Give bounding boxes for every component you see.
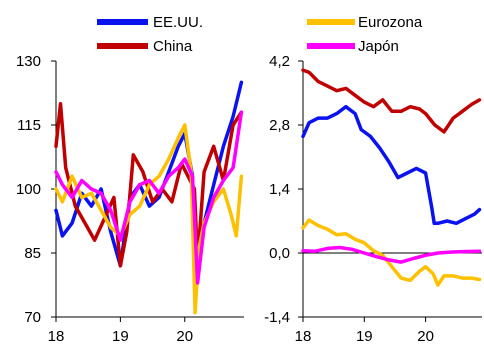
legend-item-china: China xyxy=(97,38,193,55)
left-y-tick-label: 85 xyxy=(24,245,41,262)
legend-label-china: China xyxy=(153,38,193,55)
right-y-tick-label: -1,4 xyxy=(264,309,290,326)
legend-label-ee-uu: EE.UU. xyxy=(153,14,203,31)
right-x-tick-label: 19 xyxy=(356,328,373,345)
chart-right-rates: 4,2 2,8 1,4 0,0 -1,4 18 19 20 xyxy=(264,53,482,345)
legend-item-japon: Japón xyxy=(307,38,399,55)
left-y-tick-label: 130 xyxy=(16,53,41,70)
right-x-tick-label: 18 xyxy=(295,328,312,345)
right-series-china xyxy=(301,68,482,134)
left-y-tick-label: 70 xyxy=(24,309,41,326)
right-y-tick-label: 0,0 xyxy=(269,245,290,262)
left-series-group xyxy=(54,80,244,315)
legend-label-eurozona: Eurozona xyxy=(358,14,423,31)
left-series-ee-uu xyxy=(54,80,244,294)
legend-item-eurozona: Eurozona xyxy=(307,14,423,31)
right-series-ee-uu xyxy=(301,104,482,226)
right-y-tick-label: 2,8 xyxy=(269,117,290,134)
left-x-tick-label: 19 xyxy=(112,328,129,345)
right-y-tick-label: 1,4 xyxy=(269,181,290,198)
left-series-eurozona xyxy=(54,123,244,315)
legend-item-ee-uu: EE.UU. xyxy=(97,14,203,31)
right-x-tick-label: 20 xyxy=(417,328,434,345)
right-series-eurozona xyxy=(301,218,482,287)
left-y-tick-label: 115 xyxy=(17,117,41,134)
left-x-tick-label: 20 xyxy=(176,328,193,345)
legend: EE.UU. China Eurozona Japón xyxy=(97,14,423,55)
left-series-japon xyxy=(54,110,244,285)
left-x-tick-label: 18 xyxy=(48,328,65,345)
right-series-japon xyxy=(301,245,482,264)
chart-left-index: 130 115 100 85 70 18 19 20 xyxy=(16,53,244,345)
left-y-tick-label: 100 xyxy=(16,181,41,198)
right-series-group xyxy=(301,68,482,287)
legend-label-japon: Japón xyxy=(358,38,399,55)
right-y-tick-label: 4,2 xyxy=(269,53,290,70)
